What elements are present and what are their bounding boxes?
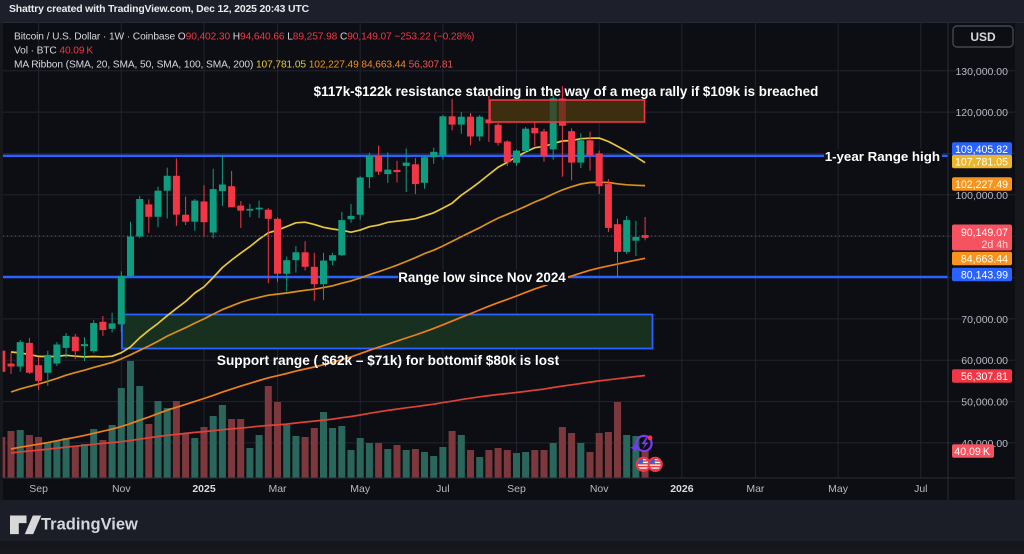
svg-text:100,000.00: 100,000.00 — [955, 190, 1008, 202]
svg-text:107,781.05: 107,781.05 — [955, 157, 1008, 169]
svg-text:Sep: Sep — [507, 483, 526, 495]
svg-text:Mar: Mar — [746, 483, 765, 495]
svg-text:120,000.00: 120,000.00 — [955, 107, 1008, 119]
svg-text:Mar: Mar — [268, 483, 287, 495]
svg-text:84,663.44: 84,663.44 — [961, 254, 1008, 266]
svg-text:May: May — [350, 483, 371, 495]
svg-text:60,000.00: 60,000.00 — [961, 355, 1008, 367]
svg-text:2026: 2026 — [670, 483, 694, 495]
svg-text:90,149.07: 90,149.07 — [961, 227, 1008, 239]
svg-text:40.09 K: 40.09 K — [954, 446, 990, 458]
svg-text:Nov: Nov — [112, 483, 131, 495]
svg-text:USD: USD — [970, 30, 996, 44]
svg-text:80,143.99: 80,143.99 — [961, 270, 1008, 282]
svg-text:109,405.82: 109,405.82 — [955, 144, 1008, 156]
svg-text:50,000.00: 50,000.00 — [961, 397, 1008, 409]
svg-text:MA Ribbon (SMA, 20, SMA, 50, S: MA Ribbon (SMA, 20, SMA, 50, SMA, 100, S… — [14, 60, 453, 71]
svg-text:56,307.81: 56,307.81 — [961, 371, 1008, 383]
svg-text:$117k-$122k resistance standin: $117k-$122k resistance standing in the w… — [314, 84, 819, 99]
svg-text:70,000.00: 70,000.00 — [961, 314, 1008, 326]
svg-text:102,227.49: 102,227.49 — [955, 179, 1008, 191]
svg-text:2025: 2025 — [192, 483, 216, 495]
svg-text:Range low since Nov 2024: Range low since Nov 2024 — [398, 270, 566, 285]
svg-text:Bitcoin / U.S. Dollar · 1W · C: Bitcoin / U.S. Dollar · 1W · Coinbase O9… — [14, 32, 474, 43]
svg-text:130,000.00: 130,000.00 — [955, 66, 1008, 78]
svg-text:2d 4h: 2d 4h — [981, 239, 1008, 251]
svg-text:Nov: Nov — [590, 483, 609, 495]
svg-text:1-year Range high: 1-year Range high — [825, 149, 940, 164]
svg-text:Vol · BTC 40.09 K: Vol · BTC 40.09 K — [14, 46, 93, 57]
svg-text:Jul: Jul — [914, 483, 927, 495]
svg-text:TradingView: TradingView — [41, 516, 138, 534]
svg-text:May: May — [828, 483, 849, 495]
svg-text:Sep: Sep — [29, 483, 48, 495]
svg-text:Support range ( $62k – $71k) f: Support range ( $62k – $71k) for bottomi… — [217, 353, 560, 368]
svg-text:Jul: Jul — [436, 483, 449, 495]
